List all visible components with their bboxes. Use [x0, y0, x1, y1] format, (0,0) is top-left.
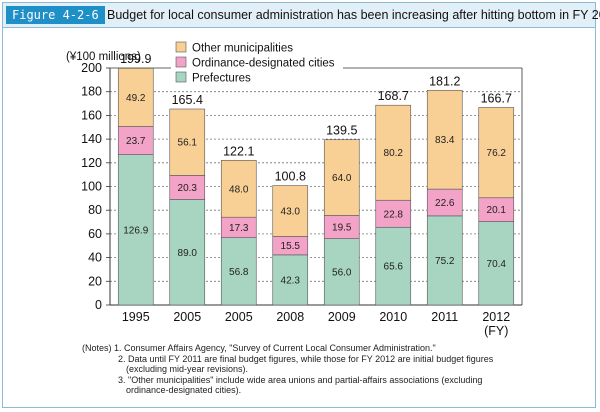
bar-segment-other — [426, 89, 463, 190]
x-tick-label: 2010 — [379, 310, 407, 324]
y-tick-label: 60 — [88, 227, 102, 241]
x-tick-label: 2011 — [431, 310, 458, 324]
data-label: 42.3 — [281, 275, 301, 286]
y-tick-label: 100 — [81, 180, 102, 194]
y-tick-label: 140 — [81, 132, 102, 146]
bar-segment-ordinance — [117, 126, 154, 155]
figure-title: Budget for local consumer administration… — [107, 8, 600, 22]
legend-swatch — [175, 41, 187, 53]
data-label: 76.2 — [487, 148, 507, 159]
total-label: 165.4 — [172, 93, 203, 107]
bar-segment-prefectures — [323, 238, 360, 306]
data-label: 126.9 — [123, 225, 148, 236]
bar-segment-other — [323, 139, 360, 216]
y-tick-label: 120 — [81, 156, 102, 170]
data-label: 49.2 — [126, 93, 146, 104]
bar-segment-ordinance — [375, 199, 412, 228]
x-tick-label: 2009 — [328, 310, 356, 324]
y-unit-label: (¥100 millions) — [66, 51, 141, 63]
bar-segment-ordinance — [169, 175, 206, 200]
data-label: 75.2 — [435, 256, 455, 267]
data-label: 20.1 — [487, 205, 507, 216]
y-tick-label: 80 — [88, 203, 102, 217]
note-line: 3. "Other municipalities" include wide a… — [118, 374, 483, 385]
data-label: 23.7 — [126, 136, 146, 147]
y-tick-label: 160 — [81, 108, 102, 122]
data-label: 83.4 — [435, 135, 455, 146]
note-line: (Notes) 1. Consumer Affairs Agency, "Sur… — [82, 343, 436, 353]
bar-segment-prefectures — [426, 215, 463, 306]
data-label: 22.6 — [435, 198, 455, 209]
x-tick-label: 2005 — [225, 310, 253, 324]
notes-block: (Notes) 1. Consumer Affairs Agency, "Sur… — [82, 343, 582, 396]
data-label: 48.0 — [229, 184, 249, 195]
x-axis-unit-label: (FY) — [484, 324, 508, 338]
bar-segment-prefectures — [169, 199, 206, 306]
note-line: ordinance-designated cities). — [126, 385, 242, 396]
total-label: 168.7 — [378, 89, 409, 103]
data-label: 89.0 — [178, 248, 198, 259]
total-label: 139.5 — [326, 124, 357, 138]
x-tick-label: 2012 — [482, 310, 510, 324]
bar-segment-prefectures — [117, 154, 154, 306]
note-line: (excluding mid-year revisions). — [126, 364, 249, 375]
total-label: 166.7 — [481, 91, 512, 105]
y-tick-label: 20 — [88, 274, 102, 288]
data-label: 70.4 — [487, 259, 507, 270]
legend-swatch — [175, 71, 187, 83]
stacked-bar-chart: 0 20 40 60 80 100 120 140 160 180 200(¥100 million… — [66, 37, 523, 338]
data-label: 22.8 — [384, 209, 404, 220]
bar-segment-prefectures — [272, 254, 309, 306]
data-label: 56.8 — [229, 267, 249, 278]
bar-segment-other — [478, 107, 515, 199]
data-label: 56.1 — [178, 138, 198, 149]
figure-label: Figure 4-2-6 — [6, 6, 105, 24]
total-label: 100.8 — [275, 170, 306, 184]
data-label: 43.0 — [281, 207, 301, 218]
legend-box — [171, 37, 343, 87]
bar-segment-other — [117, 67, 154, 127]
y-tick-label: 0 — [95, 298, 102, 312]
data-label: 65.6 — [384, 262, 404, 273]
total-label: 122.1 — [223, 144, 254, 158]
bar-segment-other — [375, 104, 412, 201]
legend-label: Ordinance-designated cities — [192, 58, 335, 70]
data-label: 80.2 — [384, 148, 404, 159]
y-tick-label: 40 — [88, 251, 102, 265]
legend-label: Prefectures — [192, 73, 251, 85]
bar-segment-ordinance — [426, 188, 463, 217]
data-label: 17.3 — [229, 223, 249, 234]
y-tick-label: 200 — [81, 61, 102, 75]
total-label: 199.9 — [120, 52, 151, 66]
figure-header: Figure 4-2-6 Budget for local consumer a… — [3, 3, 600, 28]
y-tick-label: 180 — [81, 85, 102, 99]
bar-segment-other — [169, 108, 206, 176]
data-label: 56.0 — [332, 267, 352, 278]
note-line: 2. Data until FY 2011 are final budget f… — [118, 353, 494, 364]
bar-segment-other — [220, 160, 257, 218]
legend-label: Other municipalities — [192, 43, 293, 55]
x-tick-label: 2005 — [173, 310, 201, 324]
data-label: 20.3 — [178, 183, 198, 194]
x-tick-label: 2008 — [276, 310, 304, 324]
data-label: 15.5 — [281, 241, 301, 252]
data-label: 19.5 — [332, 223, 352, 234]
total-label: 181.2 — [429, 74, 460, 88]
x-tick-label: 1995 — [122, 310, 150, 324]
bar-segment-other — [272, 185, 309, 237]
data-label: 64.0 — [332, 173, 352, 184]
legend-swatch — [175, 56, 187, 68]
